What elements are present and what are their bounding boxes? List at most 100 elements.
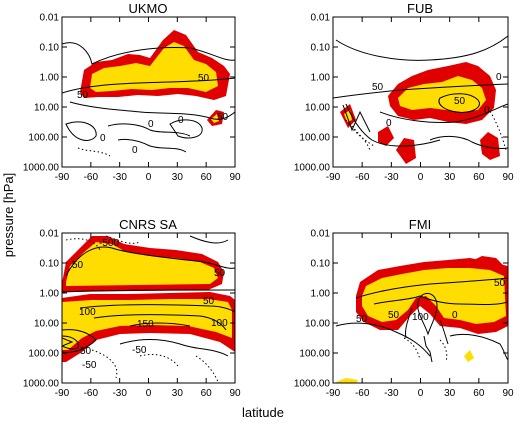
contour-line (373, 295, 508, 305)
contour-line (93, 314, 227, 331)
y-tick-label: 1000.00 (294, 163, 331, 174)
y-tick-label: 0.10 (311, 43, 331, 54)
contour-line (345, 103, 441, 147)
y-tick-label: 1.00 (311, 289, 331, 300)
significance-area-95 (470, 256, 504, 272)
x-ticks: -90 -60 -30 0 30 60 90 0.01 0.10 1.00 10.00 100.00 1… (294, 13, 514, 184)
contour-line (62, 289, 235, 293)
x-tick-label: 90 (229, 172, 241, 183)
negative-contour (91, 349, 118, 379)
contour-line (62, 329, 97, 353)
contour-label: 50 (454, 96, 466, 107)
contour-label: -500 (99, 238, 119, 249)
contour-label: 50 (356, 314, 368, 325)
negative-contour (65, 238, 101, 251)
contour-label: 50 (372, 82, 384, 93)
contour-line (379, 103, 508, 123)
significance-area-95 (378, 126, 394, 146)
y-tick-label: 1000.00 (23, 379, 60, 390)
contour-label: 50 (77, 90, 89, 101)
contour-line (438, 93, 480, 113)
negative-contour (195, 355, 219, 383)
x-tick-label: 30 (172, 388, 184, 399)
y-tick-label: 0.10 (311, 259, 331, 270)
contour-label: 50 (203, 296, 215, 307)
contour-line (65, 121, 97, 141)
contour-label: 50 (214, 268, 226, 279)
x-tick-label: 90 (229, 388, 241, 399)
contour-line (107, 123, 191, 137)
contour-line (62, 42, 235, 65)
contour-line (62, 337, 74, 347)
contour-label: 50 (72, 260, 84, 271)
x-tick-label: 60 (473, 172, 485, 183)
y-tick-label: 100.00 (28, 133, 59, 144)
y-tick-label: 0.01 (40, 13, 60, 24)
negative-contour (105, 235, 141, 244)
negative-contour (345, 119, 375, 147)
y-tick-label: 0.10 (40, 43, 60, 54)
contour-label: 50 (388, 310, 400, 321)
x-tick-label: -30 (384, 172, 399, 183)
contour-line (342, 104, 371, 133)
contour-label: 0 (100, 133, 106, 144)
y-tick-label: 10.00 (34, 103, 59, 114)
contour-label: 150 (137, 319, 154, 330)
contour-line (405, 307, 413, 339)
x-tick-label: 30 (172, 172, 184, 183)
negative-contour (439, 339, 448, 363)
panel-fub: FUB 50 0 50 (294, 1, 514, 183)
y-axis-label: pressure [hPa] (1, 173, 16, 258)
panel-title: FMI (409, 217, 431, 232)
contour-label: 0 (386, 118, 392, 129)
y-tick-label: 100.00 (28, 349, 59, 360)
contour-label: -50 (132, 345, 147, 356)
x-tick-label: 0 (418, 172, 424, 183)
contour-line (423, 335, 433, 363)
y-tick-label: 0.10 (40, 259, 60, 270)
panel-cnrs-sa: CNRS SA (23, 217, 241, 399)
y-tick-label: 1.00 (40, 73, 60, 84)
x-tick-label: -60 (84, 172, 99, 183)
x-tick-label: -90 (326, 388, 341, 399)
x-tick-label: -30 (112, 388, 127, 399)
panel-fmi: FMI 50 50 100 50 (294, 217, 514, 399)
contour-line (119, 339, 229, 357)
contour-label: 0 (452, 310, 458, 321)
contour-line (69, 101, 235, 120)
x-ticks: -90 -60 -30 0 30 60 90 0.01 0.10 1.00 10.00 100.00 1… (23, 13, 241, 184)
significance-area-99 (464, 350, 474, 362)
x-tick-label: 90 (502, 388, 514, 399)
significance-area-99 (336, 378, 358, 383)
x-tick-label: -30 (112, 172, 127, 183)
contour-line (335, 322, 431, 357)
contour-line (429, 135, 508, 149)
y-tick-label: 1000.00 (23, 163, 60, 174)
significance-area-99 (62, 299, 232, 350)
x-axis-label: latitude (242, 405, 284, 420)
x-tick-label: 0 (146, 172, 152, 183)
x-tick-label: -60 (355, 172, 370, 183)
contour-label: 50 (494, 278, 506, 289)
contour-label: 0 (496, 72, 502, 83)
contour-line (65, 246, 235, 277)
contour-label: 0 (148, 119, 154, 130)
significance-area-99 (398, 76, 486, 112)
y-tick-label: 1.00 (40, 289, 60, 300)
x-tick-label: 60 (201, 172, 213, 183)
negative-contour (77, 147, 111, 157)
significance-area-95 (480, 132, 500, 160)
panel-title: CNRS SA (119, 217, 177, 232)
contour-line (189, 235, 229, 244)
panel-title: UKMO (129, 1, 168, 16)
contour-label: 0 (178, 115, 184, 126)
contour-line (439, 319, 449, 345)
x-tick-label: -90 (55, 388, 70, 399)
significance-area-99 (211, 114, 219, 123)
contour-label: 100 (412, 312, 429, 323)
contour-line (333, 83, 508, 99)
x-ticks: -90 -60 -30 0 30 60 90 0.01 0.10 1.00 10.00 100.00 1… (23, 229, 241, 400)
negative-contour (139, 353, 179, 367)
x-tick-label: 60 (201, 388, 213, 399)
x-tick-label: -30 (384, 388, 399, 399)
